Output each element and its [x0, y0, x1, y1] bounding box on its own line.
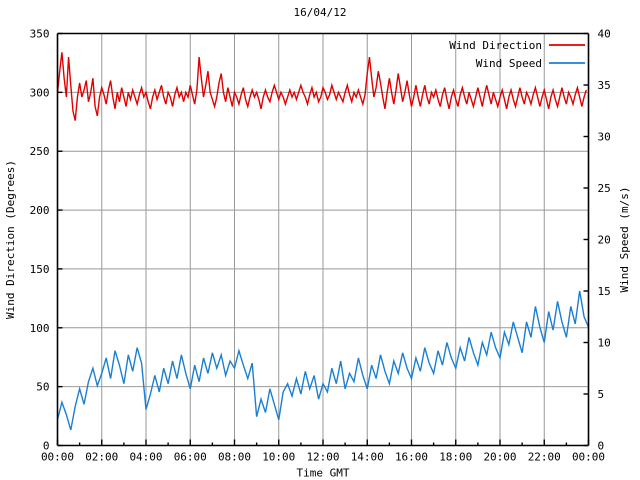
ytick-label-right: 0: [598, 440, 605, 453]
tick-marks: [56, 32, 590, 447]
grid-lines: [57, 33, 589, 446]
xtick-label: 00:00: [572, 451, 605, 464]
xtick-label: 02:00: [85, 451, 118, 464]
xtick-label: 14:00: [351, 451, 384, 464]
ytick-label-right: 30: [598, 131, 611, 144]
series-line-wind-direction: [56, 52, 587, 121]
xtick-label: 04:00: [129, 451, 162, 464]
series-lines: [56, 52, 590, 431]
xtick-label: 20:00: [483, 451, 516, 464]
xtick-label: 08:00: [218, 451, 251, 464]
xtick-label: 22:00: [528, 451, 561, 464]
ytick-label-left: 350: [30, 28, 50, 41]
ytick-label-left: 250: [30, 145, 50, 158]
xtick-label: 16:00: [395, 451, 428, 464]
xtick-label: 18:00: [439, 451, 472, 464]
x-axis-title: Time GMT: [297, 467, 350, 480]
chart-title: 16/04/12: [293, 6, 347, 19]
ytick-label-right: 25: [598, 182, 611, 195]
ytick-label-right: 35: [598, 79, 611, 92]
ytick-label-right: 10: [598, 337, 611, 350]
y-axis-title-left: Wind Direction (Degrees): [4, 160, 17, 319]
ytick-label-right: 15: [598, 285, 611, 298]
xtick-label: 06:00: [174, 451, 207, 464]
ytick-label-left: 50: [36, 381, 49, 394]
legend-label-wind-direction: Wind Direction: [449, 39, 542, 52]
axis-titles: Time GMT Wind Direction (Degrees) Wind Spe…: [4, 160, 631, 479]
xtick-label: 00:00: [41, 451, 74, 464]
xtick-label: 12:00: [306, 451, 339, 464]
ytick-label-right: 40: [598, 28, 611, 41]
legend: Wind Direction Wind Speed: [449, 39, 585, 70]
ytick-label-left: 100: [30, 322, 50, 335]
ytick-label-left: 200: [30, 204, 50, 217]
ytick-label-left: 150: [30, 263, 50, 276]
y-axis-title-right: Wind Speed (m/s): [618, 187, 631, 293]
ytick-label-right: 5: [598, 388, 605, 401]
ytick-label-right: 20: [598, 234, 611, 247]
ytick-label-left: 300: [30, 86, 50, 99]
series-line-wind-speed: [56, 290, 590, 431]
xtick-label: 10:00: [262, 451, 295, 464]
ytick-label-left: 0: [43, 440, 50, 453]
legend-label-wind-speed: Wind Speed: [476, 57, 542, 70]
tick-labels: 0 50 100 150 200 250 300 350 0 5 10 15 20 25 30 35 40 00:…: [30, 28, 611, 464]
